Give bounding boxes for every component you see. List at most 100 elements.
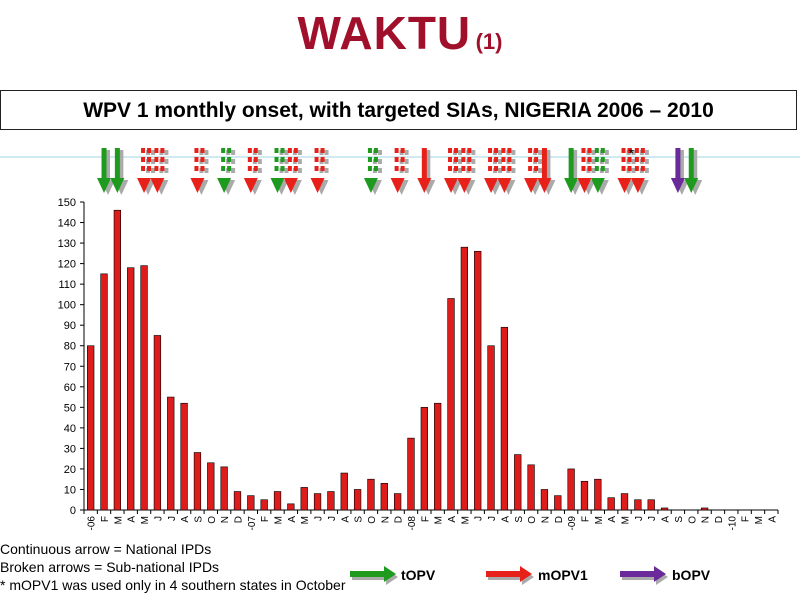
arrow-dash	[587, 148, 592, 153]
arrow-head	[684, 178, 699, 193]
arrow-dash	[287, 157, 292, 162]
note-mopv1-southern: * mOPV1 was used only in 4 southern stat…	[0, 577, 346, 593]
bar	[487, 345, 495, 511]
arrow-shadow-dash	[511, 159, 516, 164]
arrow-dash	[154, 166, 159, 171]
arrow-shadow-shaft	[426, 150, 431, 180]
bar	[153, 335, 162, 511]
sia-arrow	[497, 148, 516, 195]
arrow-dash	[314, 157, 319, 162]
x-tick-label: F	[580, 516, 591, 522]
y-tick-label: 60	[64, 382, 76, 394]
arrow-dash	[293, 148, 298, 153]
bar	[474, 250, 482, 511]
sia-arrow	[457, 148, 476, 195]
arrow-shadow-dash	[538, 159, 543, 164]
arrow-head	[590, 178, 605, 193]
bar	[647, 499, 655, 511]
sia-arrow	[150, 148, 169, 195]
x-tick-label: F	[741, 516, 752, 522]
x-tick-label: O	[687, 516, 698, 524]
arrow-shadow-dash	[631, 159, 636, 164]
x-tick-label: J	[314, 516, 325, 521]
x-tick-label: J	[153, 516, 164, 521]
y-tick-label: 30	[64, 443, 76, 455]
y-tick-label: 100	[58, 300, 76, 312]
sia-arrow	[670, 148, 689, 195]
arrow-shadow-dash	[458, 150, 463, 155]
x-tick-label: J	[634, 516, 645, 521]
x-tick-label: D	[394, 516, 405, 523]
legend-arrow-shaft	[620, 571, 654, 577]
sia-arrow	[537, 148, 556, 195]
arrow-shadow-dash	[297, 159, 302, 164]
bar	[287, 503, 295, 511]
x-tick-label: J	[647, 516, 658, 521]
note-broken-arrows: Broken arrows = Sub-national IPDs	[0, 559, 220, 575]
arrow-dash	[600, 148, 605, 153]
arrow-dash	[400, 148, 405, 153]
arrow-dash	[594, 166, 599, 171]
arrow-dash	[287, 148, 292, 153]
x-tick-label: A	[447, 516, 458, 523]
arrow-shadow-shaft	[546, 150, 551, 180]
arrow-shadow-dash	[284, 159, 289, 164]
arrow-shadow-dash	[231, 168, 236, 173]
arrow-dash	[320, 148, 325, 153]
arrow-shadow-dash	[324, 150, 329, 155]
arrow-shadow-dash	[591, 150, 596, 155]
arrow-shadow-dash	[404, 150, 409, 155]
arrow-shadow-dash	[151, 150, 156, 155]
arrow-dash	[634, 157, 639, 162]
arrow-shadow-dash	[591, 168, 596, 173]
slide-title-suffix: (1)	[475, 29, 503, 54]
arrow-dash	[221, 157, 226, 162]
bar	[434, 402, 442, 511]
legend-arrow-shaft	[486, 571, 520, 577]
bar	[594, 478, 602, 511]
sia-arrow	[577, 148, 596, 195]
sia-arrow	[617, 148, 636, 195]
arrow-dash	[494, 157, 499, 162]
arrow-dash	[280, 166, 285, 171]
arrow-dash	[253, 157, 258, 162]
arrow-dash	[394, 157, 399, 162]
arrow-dash	[280, 148, 285, 153]
bar	[554, 495, 562, 511]
arrow-head	[497, 178, 512, 193]
x-tick-label: S	[354, 516, 365, 523]
arrow-dash	[194, 166, 199, 171]
x-tick-label: O	[367, 516, 378, 524]
arrow-head	[444, 178, 459, 193]
arrow-shadow-dash	[604, 159, 609, 164]
arrow-shadow-dash	[324, 159, 329, 164]
arrow-shaft	[541, 148, 547, 178]
arrow-dash	[200, 148, 205, 153]
y-tick-label: 90	[64, 320, 76, 332]
y-tick-label: 120	[58, 259, 76, 271]
sia-arrow	[630, 148, 649, 195]
x-tick-label: F	[260, 516, 271, 522]
arrow-dash	[394, 148, 399, 153]
x-tick-label: -07	[247, 516, 258, 531]
bar	[353, 489, 362, 511]
arrow-dash	[154, 148, 159, 153]
bar	[167, 396, 175, 511]
x-tick-label: A	[127, 516, 138, 523]
arrow-dash	[227, 166, 232, 171]
arrow-dash	[367, 157, 372, 162]
arrow-dash	[600, 166, 605, 171]
arrow-dash	[400, 157, 405, 162]
x-tick-labels: -06 F M A M J J A S O N D -07 F M A M J J A S O N D -08 F M A M J J A S O…	[87, 516, 779, 531]
x-tick-label: F	[420, 516, 431, 522]
sia-arrow	[363, 148, 382, 195]
bar	[100, 273, 108, 511]
x-tick-label: A	[767, 516, 778, 523]
x-tick-label: J	[327, 516, 338, 521]
x-tick-label: A	[180, 516, 191, 523]
bar	[207, 462, 215, 511]
sia-arrow	[137, 148, 156, 195]
arrow-shadow-dash	[377, 168, 382, 173]
legend-arrow-head	[520, 566, 532, 582]
arrow-dash	[141, 157, 146, 162]
